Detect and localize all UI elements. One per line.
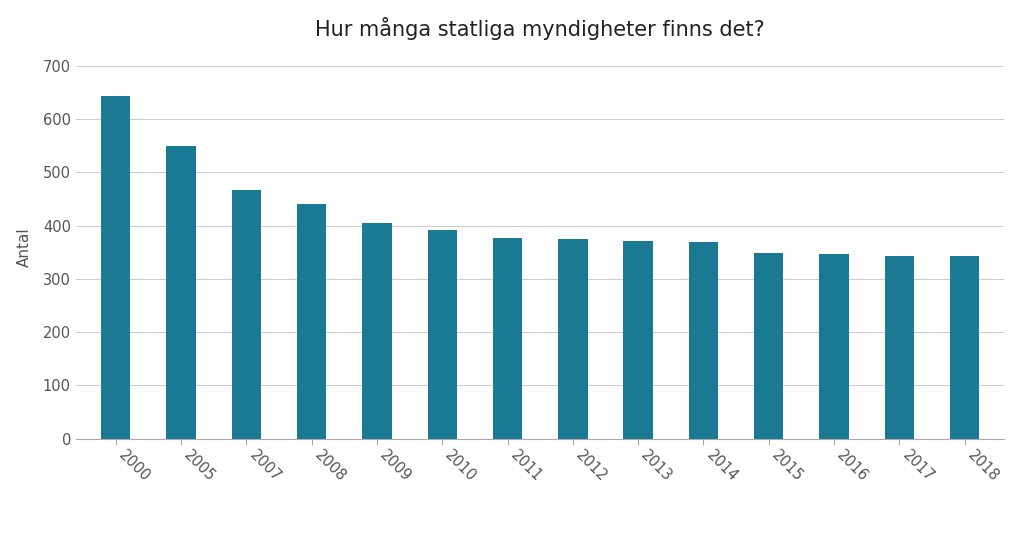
Title: Hur många statliga myndigheter finns det?: Hur många statliga myndigheter finns det…	[315, 17, 765, 40]
Bar	[624, 241, 653, 439]
Bar	[362, 224, 391, 439]
Bar	[819, 254, 849, 439]
Bar	[689, 242, 718, 439]
Bar	[754, 253, 783, 439]
Bar	[166, 146, 196, 439]
Bar	[101, 96, 130, 439]
Bar	[950, 256, 979, 439]
Y-axis label: Antal: Antal	[16, 227, 32, 267]
Bar	[231, 190, 261, 439]
Bar	[885, 256, 914, 439]
Bar	[428, 230, 457, 439]
Bar	[297, 204, 327, 439]
Bar	[493, 239, 522, 439]
Bar	[558, 239, 588, 439]
